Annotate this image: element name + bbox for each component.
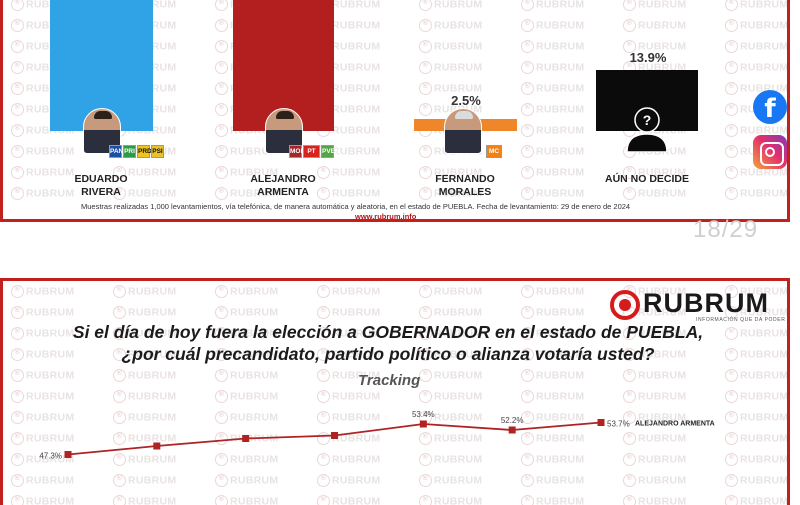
watermark-text: RUBRUM <box>521 19 584 32</box>
name-line-2: MORALES <box>438 186 492 198</box>
watermark-text: RUBRUM <box>725 40 787 53</box>
rubrum-logo-icon <box>610 290 640 320</box>
question-line-1: Si el día de hoy fuera la elección a GOB… <box>72 322 704 342</box>
watermark-text: RUBRUM <box>521 82 584 95</box>
undecided-silhouette-icon: ? <box>626 107 668 152</box>
watermark-text: RUBRUM <box>725 187 787 200</box>
watermark-text: RUBRUM <box>725 0 787 11</box>
watermark-text: RUBRUM <box>725 19 787 32</box>
name-line-1: AÚN NO DECIDE <box>604 173 689 185</box>
watermark-text: RUBRUM <box>521 124 584 137</box>
candidate-photo-alejandro-armenta <box>265 108 303 154</box>
party-logo-mc: MC <box>486 145 502 158</box>
data-label: 52.2% <box>501 416 524 425</box>
watermark-text: RUBRUM <box>419 61 482 74</box>
watermark-text: RUBRUM <box>521 166 584 179</box>
party-logo-prd: PRD <box>137 145 152 158</box>
party-logo-pvem: PVEM <box>321 145 340 158</box>
survey-question: Si el día de hoy fuera la elección a GOB… <box>63 321 713 365</box>
data-point <box>331 432 338 439</box>
name-line-1: FERNANDO <box>435 173 495 185</box>
data-point <box>597 419 605 426</box>
instagram-icon[interactable] <box>753 135 787 169</box>
watermark-text: RUBRUM <box>623 0 686 11</box>
data-label: 47.3% <box>39 452 62 461</box>
data-point <box>153 442 161 450</box>
candidate-name-alejandro-armenta: ALEJANDRO ARMENTA <box>223 173 343 199</box>
data-label: 53.7% <box>607 420 630 429</box>
name-line-1: ALEJANDRO <box>250 173 316 185</box>
watermark-text: RUBRUM <box>419 0 482 11</box>
candidate-photo-fernando-morales <box>444 108 482 154</box>
watermark-text: RUBRUM <box>725 61 787 74</box>
party-logo-psi: PSI <box>151 145 164 158</box>
data-point <box>242 435 250 442</box>
page-indicator: 18/29 <box>693 216 759 243</box>
watermark-text: RUBRUM <box>521 187 584 200</box>
question-line-2: ¿por cuál precandidato, partido político… <box>121 344 655 364</box>
watermark-text: RUBRUM <box>521 61 584 74</box>
brand-tagline: INFORMACIÓN QUE DA PODER <box>696 317 786 323</box>
facebook-icon[interactable]: f <box>753 90 787 124</box>
party-logo-pt: PT <box>303 145 320 158</box>
candidate-name-aun-no-decide: AÚN NO DECIDE <box>587 173 707 186</box>
watermark-text: RUBRUM <box>623 19 686 32</box>
candidate-name-fernando-morales: FERNANDO MORALES <box>405 173 525 199</box>
name-line-1: EDUARDO <box>74 173 128 185</box>
party-logo-morena: MOR <box>289 145 305 158</box>
data-point <box>64 451 72 458</box>
tracking-slide: RUBRUMRUBRUMRUBRUMRUBRUMRUBRUMRUBRUMRUBR… <box>0 278 790 505</box>
watermark-text: RUBRUM <box>521 103 584 116</box>
data-point <box>508 426 516 434</box>
methodology-note: Muestras realizadas 1,000 levantamientos… <box>81 202 631 211</box>
brand-name: RUBRUM <box>643 288 769 318</box>
name-line-2: ARMENTA <box>257 186 309 198</box>
data-label: 53.4% <box>412 410 435 419</box>
candidate-name-eduardo-rivera: EDUARDO RIVERA <box>41 173 161 199</box>
data-point <box>419 420 427 428</box>
name-line-2: RIVERA <box>81 186 121 198</box>
results-slide: RUBRUM RUBRUM RUBRUM RUBRUM RUBRUM RUBRUM RUBR… <box>0 0 790 222</box>
watermark-text: RUBRUM <box>623 187 686 200</box>
value-label-aun-no-decide: 13.9% <box>629 50 667 65</box>
source-url[interactable]: www.rubrum.info <box>355 212 417 221</box>
chart-subtitle: Tracking <box>358 372 421 389</box>
party-logo-pri: PRI <box>123 145 136 158</box>
watermark-text: RUBRUM <box>11 145 74 158</box>
watermark-text: RUBRUM <box>419 40 482 53</box>
value-label-fernando-morales: 2.5% <box>451 93 481 108</box>
watermark-text: RUBRUM <box>521 40 584 53</box>
watermark-text: RUBRUM <box>521 0 584 11</box>
watermark-text: RUBRUM <box>521 145 584 158</box>
watermark-text: RUBRUM <box>419 19 482 32</box>
party-logo-pan: PAN <box>109 145 123 158</box>
tracking-line-chart: 47.3% 53.4% 52.2% 53.7% ALEJANDRO ARMENTA <box>39 410 715 461</box>
question-mark-label: ? <box>643 112 652 128</box>
series-name-label: ALEJANDRO ARMENTA <box>635 421 715 428</box>
